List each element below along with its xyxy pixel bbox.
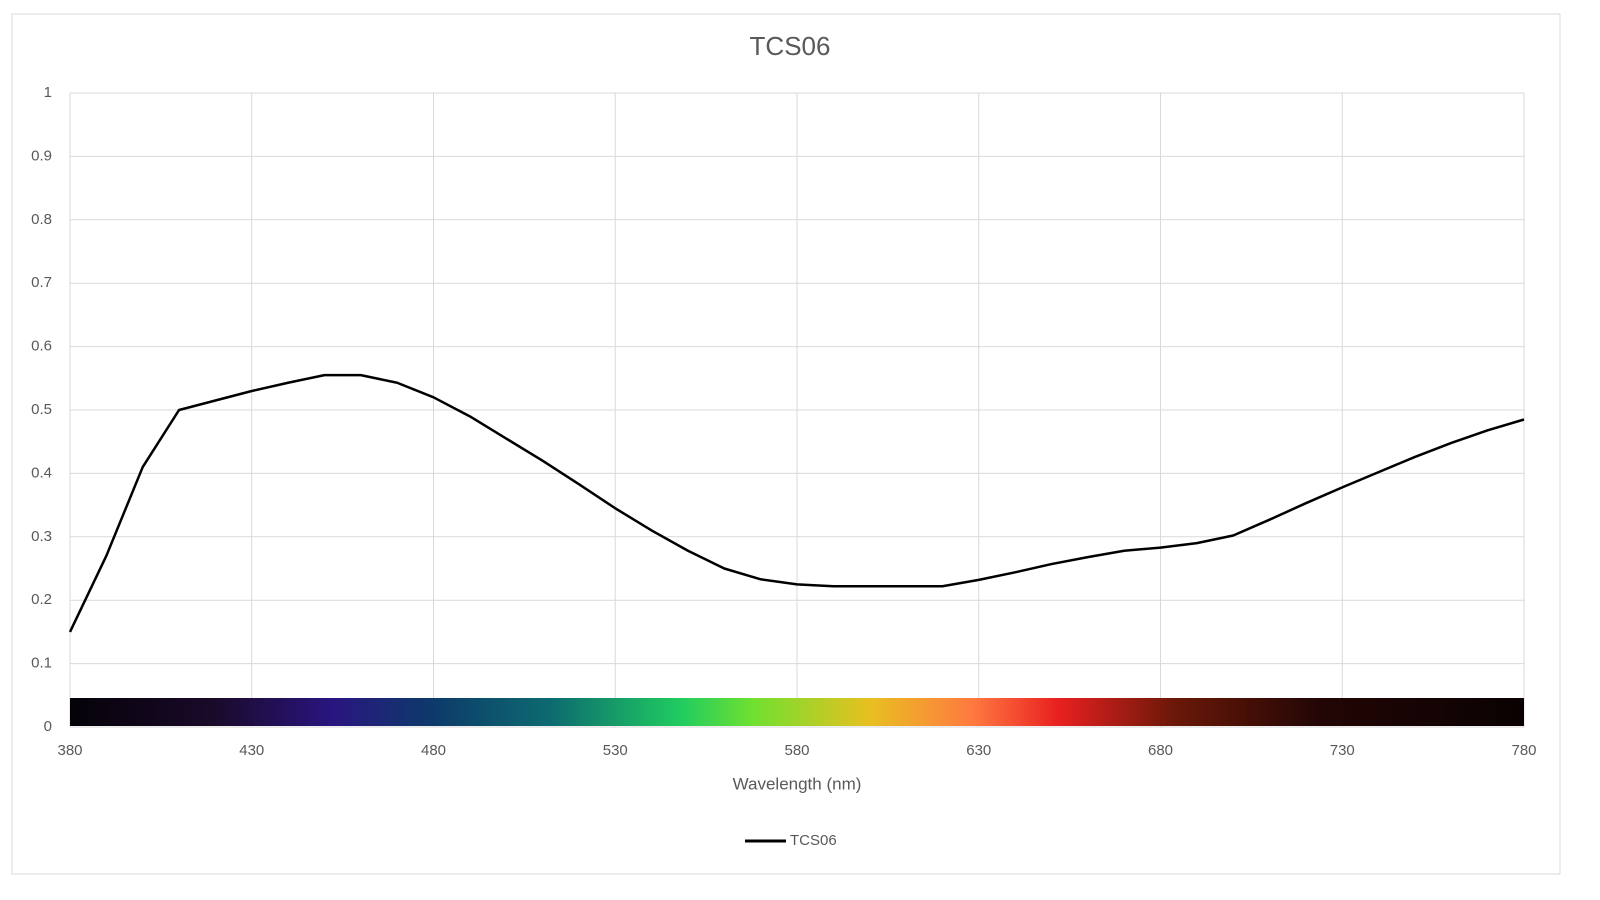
x-tick-label: 730	[1330, 742, 1355, 759]
y-tick-label: 0	[44, 718, 52, 735]
x-axis-title: Wavelength (nm)	[733, 774, 862, 793]
data-line	[68, 373, 1525, 633]
y-tick-label: 0.7	[31, 274, 52, 291]
x-tick-label: 680	[1148, 742, 1173, 759]
x-tick-label: 480	[421, 742, 446, 759]
x-tick-label: 630	[966, 742, 991, 759]
y-tick-label: 0.6	[31, 338, 52, 355]
y-tick-label: 0.3	[31, 528, 52, 545]
y-tick-label: 1	[44, 84, 52, 101]
x-tick-label: 380	[57, 742, 82, 759]
y-tick-label: 0.9	[31, 147, 52, 164]
y-tick-label: 0.5	[31, 401, 52, 418]
chart-frame	[11, 13, 1561, 875]
y-tick-label: 0.8	[31, 211, 52, 228]
x-tick-label: 430	[239, 742, 264, 759]
x-tick-label: 780	[1511, 742, 1536, 759]
y-tick-label: 0.1	[31, 655, 52, 672]
x-tick-label: 530	[603, 742, 628, 759]
spectrum-band	[70, 698, 1524, 726]
y-tick-label: 0.4	[31, 464, 52, 481]
y-tick-label: 0.2	[31, 591, 52, 608]
chart-title: TCS06	[750, 31, 831, 61]
x-tick-label: 580	[784, 742, 809, 759]
legend-label: TCS06	[790, 832, 837, 849]
